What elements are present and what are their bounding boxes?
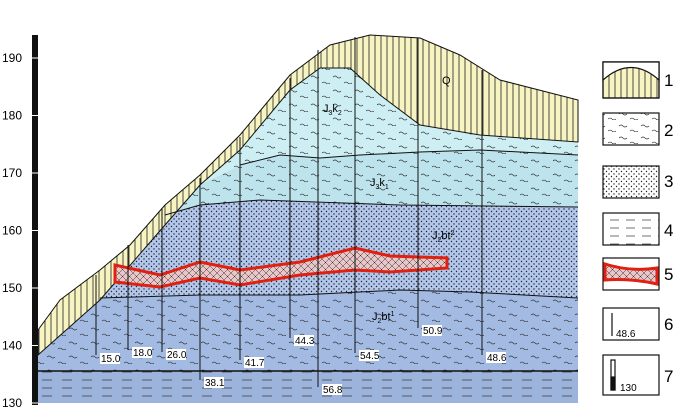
layer-label-part: k	[379, 177, 385, 189]
layer-label-part: 3	[329, 110, 333, 117]
y-tick-label: 150	[2, 281, 22, 295]
y-tick-label: 180	[2, 109, 22, 123]
layer-label-part: 2	[451, 230, 455, 237]
legend-number: 7	[664, 367, 673, 386]
layer-bottom	[38, 371, 578, 403]
layer-label-part: J	[323, 103, 329, 115]
layer-label-part: k	[332, 103, 338, 115]
borehole-label: 50.9	[423, 326, 443, 337]
borehole-label-bg	[244, 357, 264, 368]
layer-label-part: 2	[338, 110, 342, 117]
borehole-label-bg	[100, 353, 120, 364]
borehole-label: 26.0	[167, 350, 187, 361]
boundary	[164, 199, 579, 216]
layer-label-part: 2	[438, 237, 442, 244]
legend-number: 4	[664, 221, 673, 240]
borehole-label: 44.3	[295, 336, 315, 347]
borehole-label-bg	[359, 350, 379, 361]
borehole-label-bg	[422, 325, 442, 336]
layer-label-part: J	[432, 230, 438, 242]
layer-label-part: bt	[381, 311, 390, 323]
legend-number: 2	[664, 121, 673, 140]
boundary	[99, 289, 579, 299]
borehole-label: 56.8	[323, 385, 343, 396]
y-tick-label: 130	[2, 396, 22, 410]
lens	[113, 246, 449, 289]
section	[32, 34, 579, 405]
layer-label: J3k1	[370, 177, 389, 191]
layer-label-part: 1	[385, 184, 389, 191]
layer-label-part: J	[372, 311, 378, 323]
legend-number: 6	[664, 315, 673, 334]
layer-k1	[165, 150, 578, 215]
y-tick-label: 140	[2, 339, 22, 353]
layer-label-part: 3	[376, 184, 380, 191]
legend-number: 1	[664, 71, 673, 90]
borehole-label: 41.7	[245, 358, 265, 369]
borehole-label-bg	[486, 352, 506, 363]
borehole-label: 54.5	[360, 351, 380, 362]
legend	[602, 61, 660, 396]
layer-label-part: J	[370, 177, 376, 189]
legend-number: 5	[664, 265, 673, 284]
borehole-label: 18.0	[133, 348, 153, 359]
layer-label-part: 1	[391, 311, 395, 318]
legend-sample: 48.6	[616, 329, 636, 340]
borehole-label: 15.0	[101, 354, 121, 365]
borehole-label-bg	[204, 377, 224, 388]
y-tick-label: 170	[2, 166, 22, 180]
y-tick-label: 160	[2, 224, 22, 238]
borehole-label-bg	[132, 347, 152, 358]
layer-label: Q	[442, 75, 451, 87]
layer-label: J3k2	[323, 103, 342, 117]
borehole-label: 38.1	[205, 378, 225, 389]
axis-bar	[32, 35, 38, 405]
layer-label-part: 2	[378, 318, 382, 325]
legend-number: 3	[664, 172, 673, 191]
legend-sample: 130	[620, 383, 637, 394]
layer-label-part: Q	[442, 75, 451, 87]
boreholes	[95, 37, 483, 387]
borehole-label-bg	[166, 349, 186, 360]
y-tick-label: 190	[2, 51, 22, 65]
borehole-label: 48.6	[487, 353, 507, 364]
borehole-label-bg	[322, 384, 342, 395]
layer-q	[37, 34, 579, 357]
borehole-label-bg	[294, 335, 314, 346]
layer-label: J2bt2	[432, 230, 455, 244]
layer-label-part: bt	[441, 230, 450, 242]
boundary	[239, 149, 579, 166]
layer-label: J2bt1	[372, 311, 395, 325]
